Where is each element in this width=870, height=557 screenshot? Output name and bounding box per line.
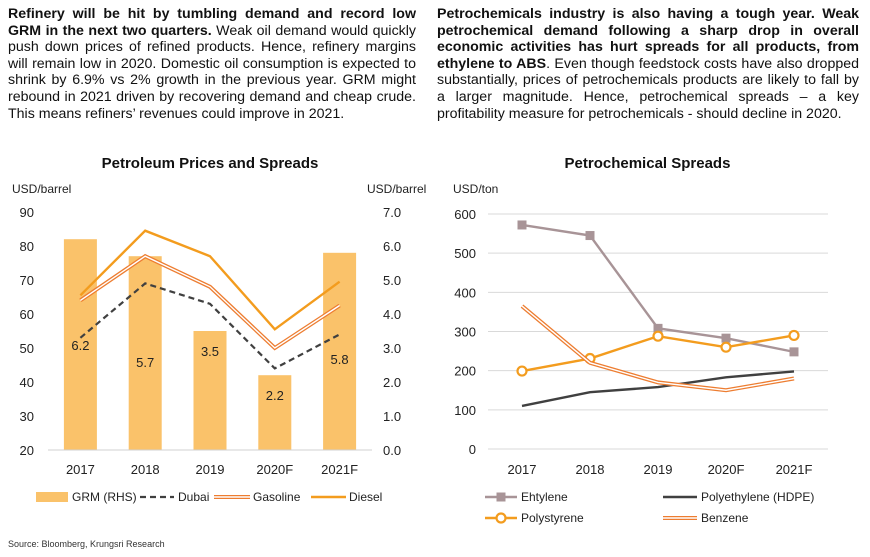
chart2-tick-label: 0 — [469, 442, 476, 457]
legend-polyethylene-label: Polyethylene (HDPE) — [701, 490, 814, 504]
gasoline-line-inner — [80, 255, 340, 349]
chart2-axis-label: USD/ton — [453, 182, 498, 196]
right-paragraph: Petrochemicals industry is also having a… — [437, 6, 859, 122]
chart1-left-tick-label: 40 — [20, 375, 34, 390]
diesel-line — [79, 229, 341, 331]
ehtylene-marker — [585, 231, 595, 241]
right-paragraph-lead: Petrochemicals industry is also having a… — [437, 6, 859, 72]
chart2-x-tick-label: 2018 — [576, 462, 605, 477]
chart1-left-tick-label: 30 — [20, 409, 34, 424]
chart1-left-tick-label: 20 — [20, 443, 34, 458]
polyethylene-line — [521, 370, 795, 408]
polystyrene-marker — [584, 352, 596, 365]
chart1-x-tick-label: 2018 — [131, 462, 160, 477]
ehtylene-marker — [721, 333, 731, 343]
grm-data-label: 6.2 — [71, 338, 89, 353]
chart2-x-tick-label: 2019 — [644, 462, 673, 477]
ehtylene-marker — [789, 347, 799, 357]
chart1-right-tick-label: 5.0 — [383, 273, 401, 288]
chart2-tick-label: 400 — [454, 285, 476, 300]
ehtylene-line — [521, 223, 795, 354]
chart2-x-tick-label: 2020F — [708, 462, 745, 477]
chart2-tick-label: 200 — [454, 364, 476, 379]
polystyrene-marker — [788, 329, 800, 342]
chart1-right-tick-label: 7.0 — [383, 205, 401, 220]
left-paragraph-lead: Refinery will be hit by tumbling demand … — [8, 6, 416, 39]
left-paragraph: Refinery will be hit by tumbling demand … — [8, 6, 416, 122]
chart1-right-tick-label: 4.0 — [383, 307, 401, 322]
legend-polystyrene-label: Polystyrene — [521, 511, 584, 525]
chart1-left-tick-label: 60 — [20, 307, 34, 322]
chart2-title: Petrochemical Spreads — [564, 155, 731, 172]
polystyrene-marker — [652, 330, 664, 342]
grm-data-label: 3.5 — [201, 344, 219, 359]
polystyrene-line — [521, 334, 795, 373]
polystyrene-marker — [720, 341, 732, 353]
chart1-right-axis-label: USD/barrel — [367, 182, 426, 196]
right-paragraph-body: . Even though feedstock costs have also … — [437, 55, 860, 122]
chart1-left-tick-label: 90 — [20, 205, 34, 220]
petroleum-chart: USD/barrel USD/barrel 20 30 40 50 60 70 80 90 0.0 1… — [12, 182, 426, 504]
grm-data-label: 5.7 — [136, 355, 154, 370]
source-note: Source: Bloomberg, Krungsri Research — [8, 539, 165, 549]
chart1-x-tick-label: 2017 — [66, 462, 95, 477]
legend-grm-swatch — [36, 492, 68, 502]
ehtylene-marker — [653, 323, 663, 333]
grm-data-label: 2.2 — [266, 388, 284, 403]
chart1-right-tick-label: 0.0 — [383, 443, 401, 458]
chart1-right-tick-label: 2.0 — [383, 375, 401, 390]
legend-ehtylene-label: Ehtylene — [521, 490, 568, 504]
legend-benzene-label: Benzene — [701, 511, 749, 525]
chart1-left-tick-label: 50 — [20, 341, 34, 356]
chart1-left-tick-label: 70 — [20, 273, 34, 288]
dubai-line — [79, 282, 341, 370]
chart1-x-tick-label: 2021F — [321, 462, 358, 477]
chart1-left-axis-label: USD/barrel — [12, 182, 71, 196]
chart1-right-tick-label: 6.0 — [383, 239, 401, 254]
chart2-tick-label: 100 — [454, 403, 476, 418]
legend-grm-label: GRM (RHS) — [72, 490, 137, 504]
polystyrene-marker — [516, 365, 528, 377]
grm-bar — [258, 375, 292, 450]
chart1-right-tick-label: 1.0 — [383, 409, 401, 424]
legend-ehtylene-marker — [496, 492, 506, 502]
chart1-left-tick-label: 80 — [20, 239, 34, 254]
benzene-line — [520, 304, 795, 393]
legend-dubai-label: Dubai — [178, 490, 209, 504]
chart2-x-tick-label: 2017 — [508, 462, 537, 477]
chart2-tick-label: 300 — [454, 325, 476, 340]
grm-bar — [193, 331, 227, 450]
grm-bar — [63, 239, 97, 450]
grm-data-label: 5.8 — [331, 352, 349, 367]
chart2-tick-label: 600 — [454, 207, 476, 222]
chart1-right-tick-label: 3.0 — [383, 341, 401, 356]
grm-bar — [128, 256, 162, 450]
grm-bar — [323, 252, 357, 450]
legend-gasoline-label: Gasoline — [253, 490, 301, 504]
chart1-x-tick-label: 2020F — [256, 462, 293, 477]
chart1-title: Petroleum Prices and Spreads — [101, 155, 319, 172]
chart2-tick-label: 500 — [454, 246, 476, 261]
legend-polystyrene-marker — [495, 512, 507, 524]
legend-diesel-label: Diesel — [349, 490, 382, 504]
left-paragraph-body: Weak oil demand would quickly push down … — [8, 22, 417, 122]
benzene-line-inner — [521, 305, 795, 391]
chart2-x-tick-label: 2021F — [776, 462, 813, 477]
ehtylene-marker — [517, 220, 527, 230]
chart1-x-tick-label: 2019 — [196, 462, 225, 477]
